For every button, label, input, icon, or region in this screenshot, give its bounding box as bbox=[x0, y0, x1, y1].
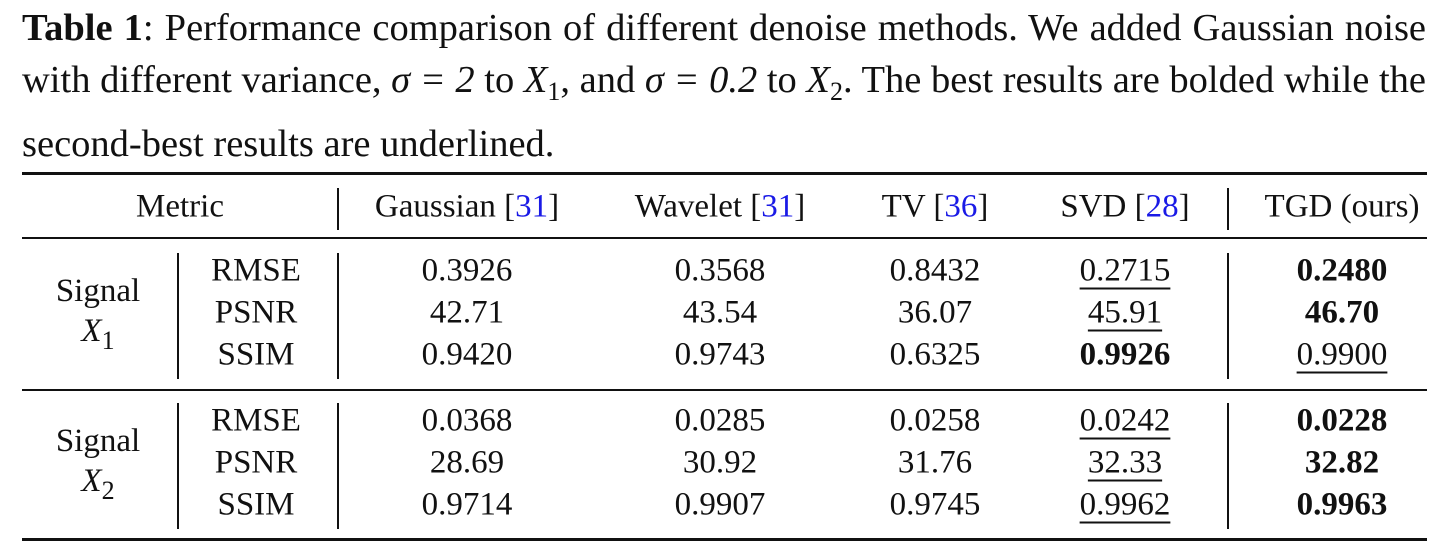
table-value: 0.9963 bbox=[1296, 486, 1388, 523]
v-rule bbox=[337, 253, 339, 379]
caption-text: 2 bbox=[829, 77, 843, 106]
caption: Table 1: Performance comparison of diffe… bbox=[22, 2, 1426, 170]
table-value: 46.70 bbox=[1304, 294, 1380, 331]
bottom-rule bbox=[22, 538, 1427, 541]
table-value: 42.71 bbox=[429, 294, 505, 331]
table-value: 0.9420 bbox=[421, 336, 513, 373]
v-rule bbox=[1227, 253, 1229, 379]
table-value: 0.0258 bbox=[889, 402, 981, 439]
table-value: 31.76 bbox=[897, 444, 973, 481]
citation: 28 bbox=[1145, 188, 1179, 225]
table-value: 0.9900 bbox=[1296, 336, 1388, 373]
v-rule bbox=[337, 188, 339, 230]
group-label: Signal X2 bbox=[56, 421, 140, 511]
metric-name: PSNR bbox=[214, 444, 298, 481]
caption-text: Table 1 bbox=[22, 7, 143, 49]
table-value: 0.9714 bbox=[421, 486, 513, 523]
table-value: 32.33 bbox=[1087, 444, 1163, 481]
group-label: Signal X1 bbox=[56, 271, 140, 361]
caption-text: : Performance comparison of different de… bbox=[22, 7, 1427, 101]
column-header: Wavelet [31] bbox=[634, 188, 806, 225]
group-var: X2 bbox=[56, 461, 140, 511]
column-name: ] bbox=[1178, 188, 1190, 225]
table-value: 0.6325 bbox=[889, 336, 981, 373]
column-name: TV [ bbox=[881, 188, 945, 225]
v-rule bbox=[337, 403, 339, 529]
v-rule bbox=[177, 253, 179, 379]
table-value: 0.0242 bbox=[1079, 402, 1171, 439]
metric-header: Metric bbox=[136, 188, 224, 225]
table-value: 0.0228 bbox=[1296, 402, 1388, 439]
column-name: ] bbox=[794, 188, 806, 225]
table-value: 0.2480 bbox=[1296, 252, 1388, 289]
caption-text: . The best results are bolded while the … bbox=[22, 59, 1427, 165]
caption-text: X bbox=[806, 59, 830, 101]
caption-text: σ = 0.2 bbox=[644, 59, 758, 101]
table-value: 0.9962 bbox=[1079, 486, 1171, 523]
caption-text: to bbox=[474, 59, 524, 101]
column-name: Wavelet [ bbox=[634, 188, 762, 225]
column-name: ] bbox=[548, 188, 560, 225]
group-name: Signal bbox=[55, 273, 141, 309]
caption-text: X bbox=[523, 59, 548, 101]
group-var: X bbox=[81, 313, 102, 349]
table-value: 0.2715 bbox=[1079, 252, 1171, 289]
column-name: ] bbox=[977, 188, 989, 225]
v-rule bbox=[177, 403, 179, 529]
table-value: 0.8432 bbox=[889, 252, 981, 289]
column-name: Gaussian [ bbox=[374, 188, 516, 225]
column-header: SVD [28] bbox=[1060, 188, 1190, 225]
table-value: 0.9907 bbox=[674, 486, 766, 523]
column-header: Gaussian [31] bbox=[374, 188, 560, 225]
table-value: 36.07 bbox=[897, 294, 973, 331]
table-value: 0.3568 bbox=[674, 252, 766, 289]
group-sub: 1 bbox=[101, 326, 115, 355]
column-name: TGD (ours) bbox=[1264, 188, 1420, 225]
table-value: 28.69 bbox=[429, 444, 505, 481]
column-header: TGD (ours) bbox=[1264, 188, 1420, 225]
table-value: 0.9745 bbox=[889, 486, 981, 523]
group-name: Signal bbox=[55, 423, 141, 459]
group-rule bbox=[22, 389, 1427, 391]
top-rule bbox=[22, 172, 1427, 175]
header-rule bbox=[22, 237, 1427, 239]
table-value: 0.9743 bbox=[674, 336, 766, 373]
table-value: 0.0368 bbox=[421, 402, 513, 439]
citation: 36 bbox=[944, 188, 978, 225]
table-value: 0.9926 bbox=[1079, 336, 1171, 373]
column-name: SVD [ bbox=[1060, 188, 1146, 225]
citation: 31 bbox=[515, 188, 549, 225]
citation: 31 bbox=[761, 188, 795, 225]
table-value: 32.82 bbox=[1304, 444, 1380, 481]
column-header: TV [36] bbox=[881, 188, 989, 225]
metric-name: RMSE bbox=[211, 252, 301, 289]
group-sub: 2 bbox=[101, 476, 115, 505]
v-rule bbox=[1227, 403, 1229, 529]
table-value: 43.54 bbox=[682, 294, 758, 331]
caption-text: σ = 2 bbox=[391, 59, 475, 101]
table-value: 0.3926 bbox=[421, 252, 513, 289]
caption-text: 1 bbox=[547, 77, 561, 106]
table-value: 45.91 bbox=[1087, 294, 1163, 331]
metric-name: RMSE bbox=[211, 402, 301, 439]
table-value: 30.92 bbox=[682, 444, 758, 481]
metric-name: PSNR bbox=[214, 294, 298, 331]
metric-name: SSIM bbox=[217, 486, 295, 523]
group-var: X bbox=[81, 463, 102, 499]
caption-text: , and bbox=[560, 59, 645, 101]
metric-name: SSIM bbox=[217, 336, 295, 373]
group-var: X1 bbox=[56, 311, 140, 361]
table-value: 0.0285 bbox=[674, 402, 766, 439]
caption-text: to bbox=[757, 59, 807, 101]
v-rule bbox=[1227, 188, 1229, 230]
